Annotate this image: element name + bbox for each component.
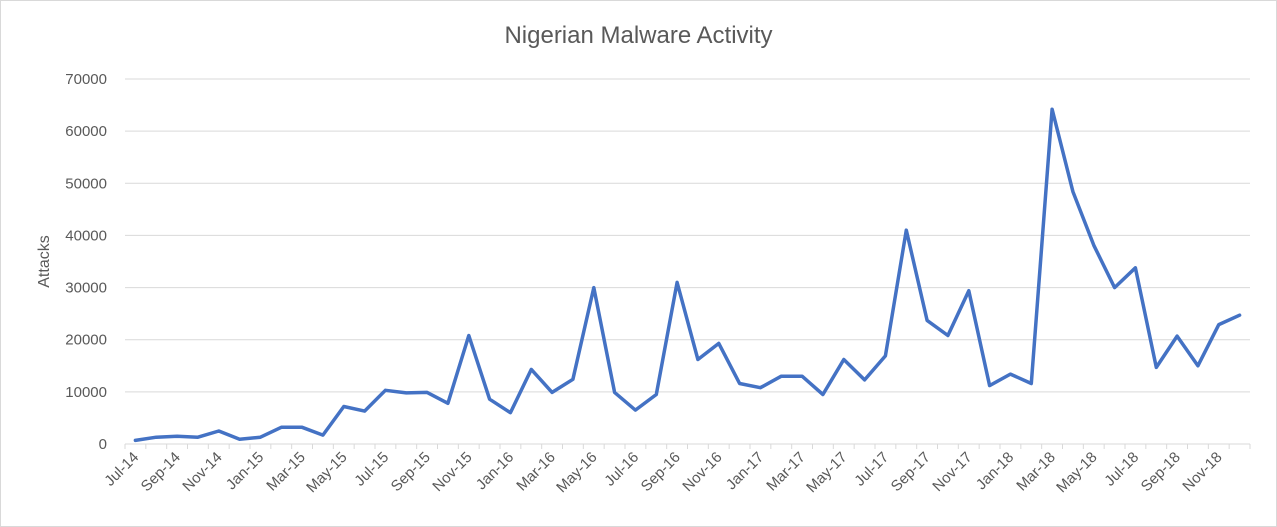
y-tick-label: 70000 bbox=[65, 71, 107, 88]
x-tick-label: Mar-17 bbox=[763, 449, 809, 495]
x-tick-label: May-16 bbox=[553, 449, 600, 496]
x-tick-label: Jan-16 bbox=[473, 449, 517, 493]
x-tick-label: Jul-14 bbox=[101, 449, 142, 490]
x-tick-label: May-15 bbox=[303, 449, 350, 496]
x-tick-label: Nov-14 bbox=[179, 449, 225, 495]
x-tick-label: Mar-18 bbox=[1013, 449, 1059, 495]
x-tick-label: Sep-14 bbox=[138, 449, 184, 495]
x-tick-label: Sep-18 bbox=[1138, 449, 1184, 495]
x-tick-label: Jul-18 bbox=[1101, 449, 1142, 490]
y-tick-label: 40000 bbox=[65, 227, 107, 244]
series-line bbox=[133, 107, 1242, 443]
x-tick-label: Jan-17 bbox=[723, 449, 767, 493]
y-tick-label: 10000 bbox=[65, 384, 107, 401]
y-tick-label: 20000 bbox=[65, 332, 107, 349]
y-tick-label: 50000 bbox=[65, 175, 107, 192]
x-tick-label: Jan-15 bbox=[223, 449, 267, 493]
x-tick-label: Sep-15 bbox=[388, 449, 434, 495]
x-tick-label: Nov-16 bbox=[679, 449, 725, 495]
x-tick-label: May-18 bbox=[1053, 449, 1100, 496]
y-tick-label: 0 bbox=[99, 436, 107, 453]
y-tick-label: 30000 bbox=[65, 280, 107, 297]
gridlines bbox=[125, 78, 1250, 393]
x-tick-label: Sep-16 bbox=[638, 449, 684, 495]
x-tick-label: Nov-15 bbox=[429, 449, 475, 495]
x-tick-label: Sep-17 bbox=[888, 449, 934, 495]
chart-title: Nigerian Malware Activity bbox=[504, 22, 773, 49]
x-tick-label: Mar-16 bbox=[513, 449, 559, 495]
x-tick-label: May-17 bbox=[803, 449, 850, 496]
x-tick-label: Jan-18 bbox=[973, 449, 1017, 493]
x-tick-label: Jul-15 bbox=[351, 449, 392, 490]
y-axis-tick-labels: 0 10000 20000 30000 40000 50000 60000 70000 bbox=[65, 71, 107, 453]
x-tick-label: Nov-18 bbox=[1179, 449, 1225, 495]
x-tick-label: Nov-17 bbox=[929, 449, 975, 495]
x-tick-label: Jul-16 bbox=[601, 449, 642, 490]
x-tick-label: Mar-15 bbox=[263, 449, 309, 495]
series-attacks bbox=[133, 107, 1242, 443]
y-tick-label: 60000 bbox=[65, 123, 107, 140]
x-tick-label: Jul-17 bbox=[851, 449, 892, 490]
y-axis-label: Attacks bbox=[36, 235, 53, 287]
